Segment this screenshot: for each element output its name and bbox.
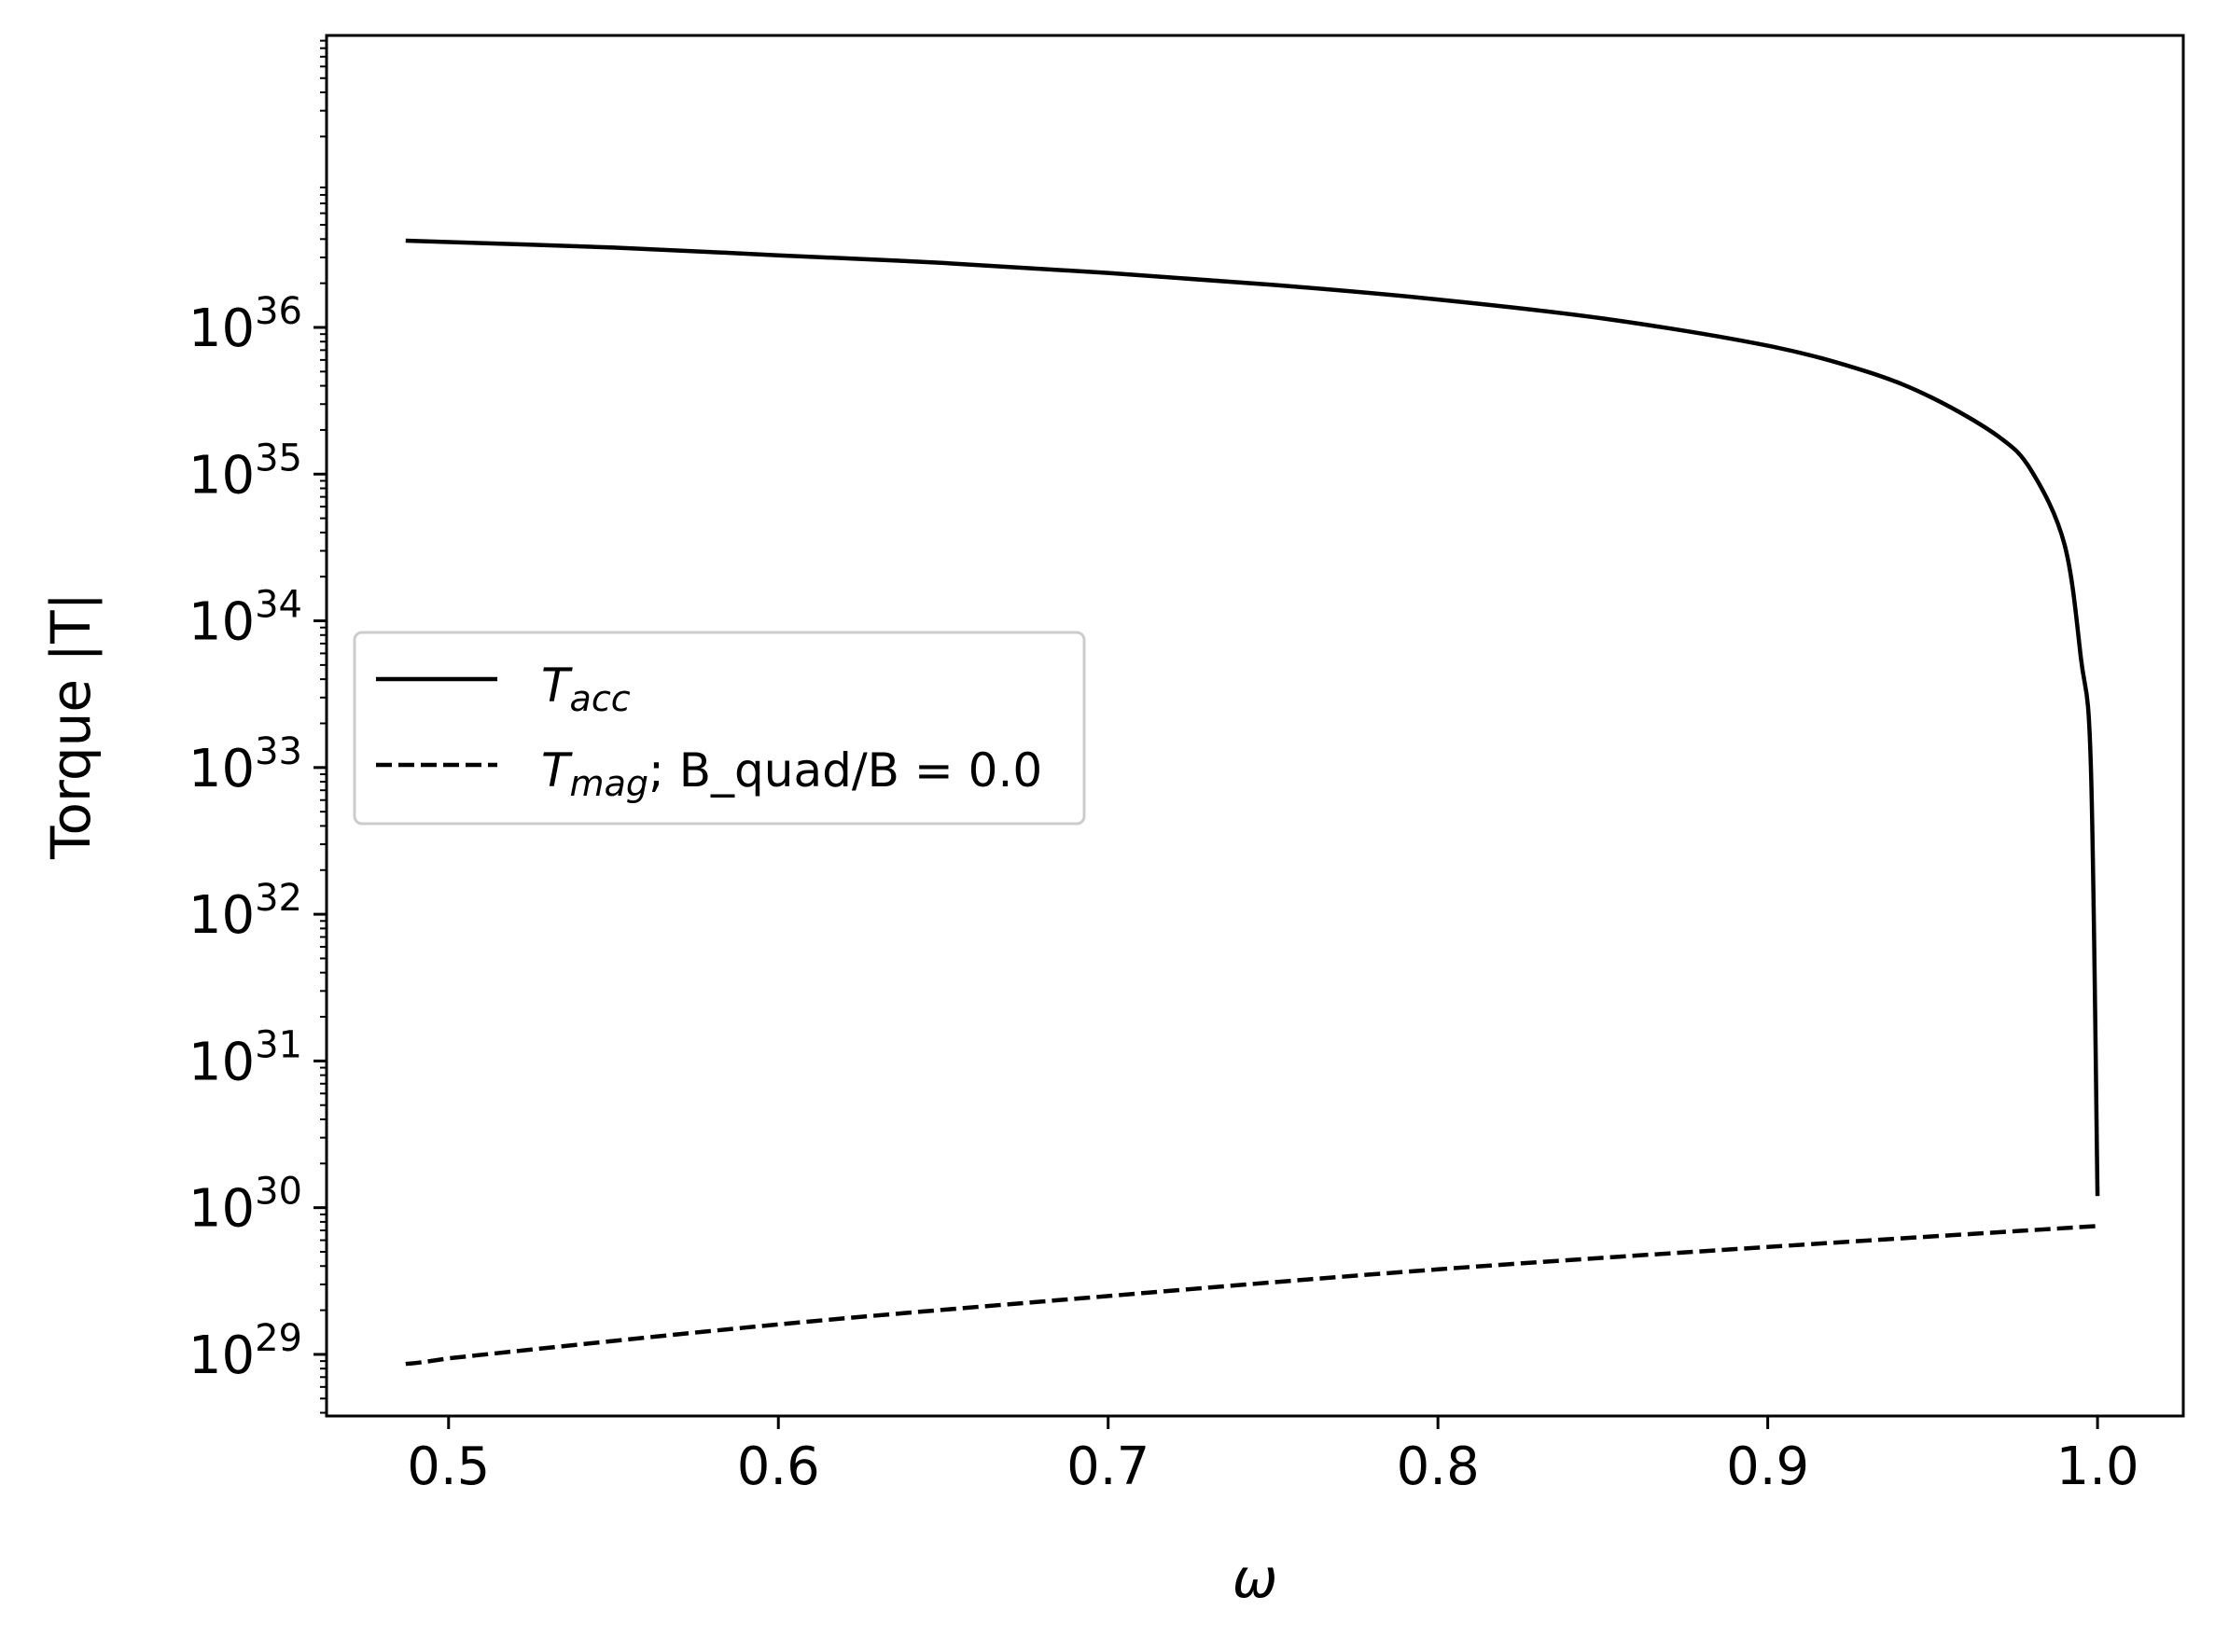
legend-label-t-acc-main: T bbox=[541, 659, 573, 713]
y-tick-label: 1034 bbox=[188, 584, 302, 653]
series-line-t-mag bbox=[405, 1224, 2098, 1367]
y-tick-label: 1033 bbox=[188, 730, 302, 799]
series-line-t-acc bbox=[405, 238, 2100, 1197]
y-axis-ticks: 1029 1030 1031 1032 1033 1034 1035 1036 bbox=[188, 290, 327, 1386]
x-axis-ticks: 0.5 0.6 0.7 0.8 0.9 1.0 bbox=[407, 1416, 2139, 1497]
x-tick-label: 0.8 bbox=[1397, 1437, 1480, 1497]
legend-label-t-acc-sub: acc bbox=[570, 678, 631, 719]
y-tick-label: 1030 bbox=[188, 1171, 302, 1240]
x-tick-label: 0.6 bbox=[737, 1437, 820, 1497]
legend-box bbox=[353, 631, 1086, 826]
y-axis-label: Torque |T| bbox=[39, 592, 103, 860]
legend-label-t-mag: Tmag; B_quad/B = 0.0 bbox=[541, 743, 1042, 804]
y-tick-label: 1032 bbox=[188, 877, 302, 946]
y-tick-label: 1036 bbox=[188, 290, 302, 359]
x-tick-label: 0.7 bbox=[1066, 1437, 1149, 1497]
legend: Tacc Tmag; B_quad/B = 0.0 bbox=[353, 631, 1086, 826]
x-axis-label: ω bbox=[1233, 1547, 1278, 1610]
legend-label-t-mag-sub: mag bbox=[570, 763, 648, 804]
legend-label-t-acc: Tacc bbox=[541, 659, 631, 719]
legend-label-t-mag-main: T bbox=[541, 743, 573, 798]
series-layer bbox=[405, 238, 2100, 1367]
x-tick-label: 0.9 bbox=[1726, 1437, 1809, 1497]
x-tick-label: 0.5 bbox=[407, 1437, 490, 1497]
legend-label-t-mag-rest: ; B_quad/B = 0.0 bbox=[648, 743, 1042, 798]
y-tick-label: 1031 bbox=[188, 1023, 302, 1092]
plot-frame bbox=[325, 34, 2185, 1418]
y-tick-label: 1029 bbox=[188, 1317, 302, 1386]
x-tick-label: 1.0 bbox=[2056, 1437, 2139, 1497]
y-tick-label: 1035 bbox=[188, 437, 302, 506]
